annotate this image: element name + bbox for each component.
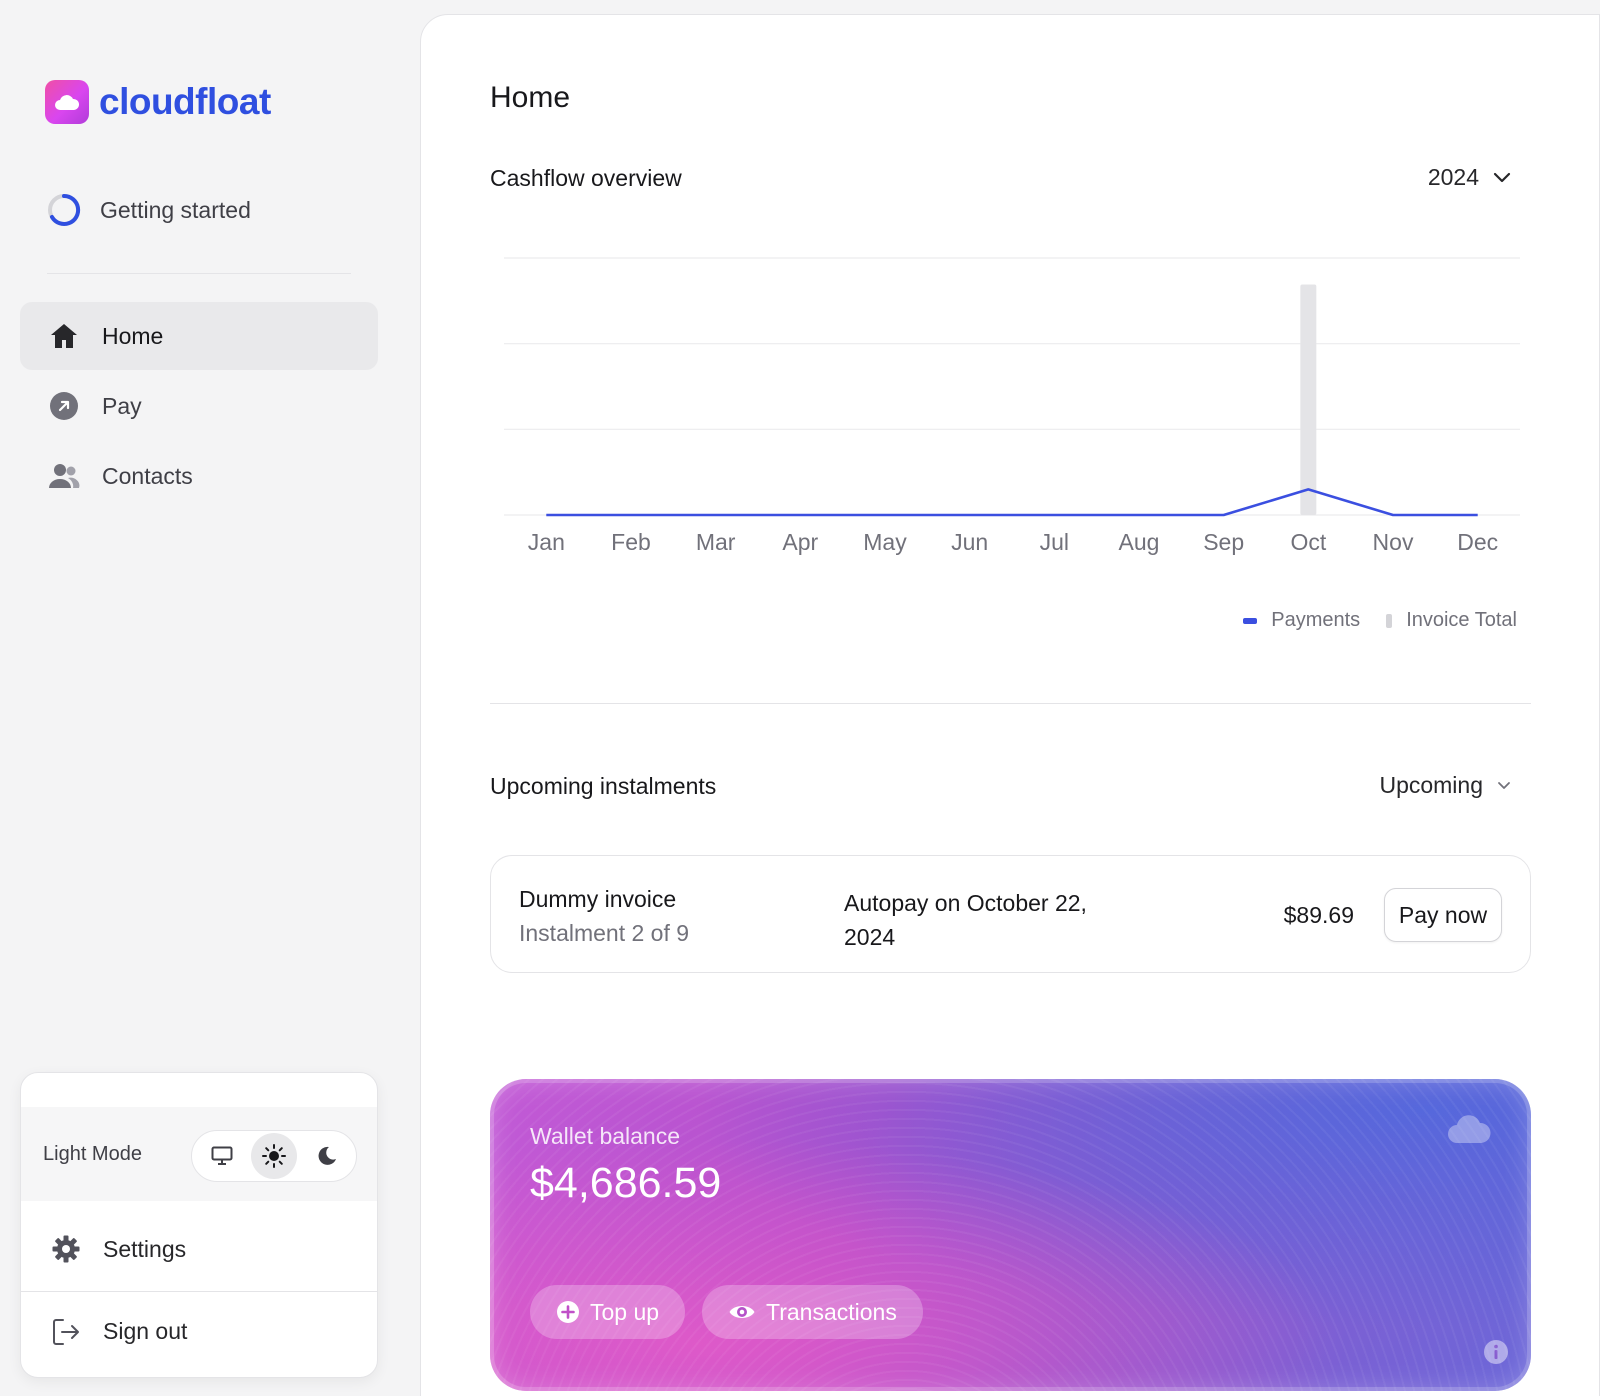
transactions-button[interactable]: Transactions: [702, 1285, 923, 1339]
theme-switch: [191, 1130, 357, 1182]
settings-label: Settings: [103, 1235, 187, 1262]
home-icon: [48, 320, 80, 352]
year-select-value: 2024: [1427, 164, 1479, 190]
x-tick-label: Feb: [611, 529, 651, 555]
instalment-count: Instalment 2 of 9: [519, 920, 690, 946]
instalments-title: Upcoming instalments: [490, 773, 717, 799]
theme-light-button[interactable]: [251, 1133, 297, 1179]
instalment-row[interactable]: Dummy invoice Instalment 2 of 9 Autopay …: [490, 855, 1531, 973]
cloud-icon: [1448, 1115, 1491, 1143]
x-tick-label: Sep: [1203, 529, 1244, 555]
eye-icon: [729, 1306, 755, 1318]
wallet-balance: $4,686.59: [530, 1159, 722, 1207]
sidebar-item-contacts[interactable]: Contacts: [20, 442, 378, 510]
chevron-down-icon: [1493, 172, 1511, 182]
arrow-up-right-circle-icon: [48, 390, 80, 422]
sun-icon: [262, 1144, 286, 1168]
legend-item-payments[interactable]: Payments: [1243, 609, 1360, 632]
chevron-down-icon: [1498, 781, 1510, 789]
progress-ring-icon: [48, 193, 81, 226]
getting-started-label: Getting started: [100, 196, 251, 223]
monitor-icon: [211, 1146, 233, 1165]
sign-out-icon: [53, 1318, 79, 1345]
page-title: Home: [490, 81, 571, 114]
moon-icon: [318, 1146, 336, 1165]
sidebar-divider: [47, 273, 351, 274]
cashflow-title: Cashflow overview: [490, 165, 682, 191]
info-icon[interactable]: [1483, 1339, 1509, 1365]
wallet-card: Wallet balance $4,686.59 Top up Transact…: [490, 1079, 1531, 1391]
sign-out-label: Sign out: [103, 1318, 188, 1344]
payments-line: [546, 488, 1478, 517]
invoice-total-bar: [1300, 284, 1317, 515]
cashflow-chart-svg: Jan Feb Mar Apr May Jun Jul Aug Sep Oct Nov Dec: [504, 257, 1520, 555]
sidebar-item-label: Home: [102, 322, 164, 349]
sign-out-button[interactable]: Sign out: [21, 1291, 377, 1371]
year-select[interactable]: 2024: [1428, 164, 1511, 191]
autopay-date: Autopay on October 22, 2024: [844, 890, 1087, 950]
theme-selector-row: Light Mode: [21, 1107, 377, 1201]
theme-label: Light Mode: [43, 1142, 142, 1165]
legend-label-payments: Payments: [1271, 609, 1361, 631]
main-content: Home Cashflow overview 2024 Jan Feb Mar Apr…: [420, 14, 1600, 1396]
top-up-label: Top up: [590, 1298, 660, 1325]
instalments-filter-select[interactable]: Upcoming: [1379, 772, 1511, 799]
x-tick-label: Apr: [782, 529, 818, 555]
sidebar-item-pay[interactable]: Pay: [20, 372, 378, 440]
x-tick-label: Oct: [1290, 529, 1326, 555]
chart-legend: Payments Invoice Total: [1243, 609, 1517, 632]
sidebar-nav: Home Pay Contacts: [20, 302, 378, 512]
users-icon: [48, 460, 80, 492]
x-tick-label: Aug: [1119, 529, 1160, 555]
legend-swatch-invoice-total: [1386, 613, 1393, 628]
legend-label-invoice-total: Invoice Total: [1406, 609, 1517, 631]
instalment-amount: $89.69: [1283, 902, 1354, 928]
sidebar-item-label: Pay: [102, 392, 142, 419]
transactions-label: Transactions: [766, 1298, 897, 1325]
getting-started-link[interactable]: Getting started: [46, 192, 251, 228]
x-tick-label: May: [863, 529, 907, 555]
x-tick-label: Mar: [696, 529, 736, 555]
brand-logo[interactable]: cloudfloat: [45, 80, 271, 124]
settings-button[interactable]: Settings: [21, 1209, 377, 1289]
brand-name: cloudfloat: [99, 81, 271, 122]
x-tick-label: Nov: [1373, 529, 1414, 555]
x-tick-label: Dec: [1457, 529, 1498, 555]
sidebar-item-home[interactable]: Home: [20, 302, 378, 370]
sidebar-item-label: Contacts: [102, 462, 193, 489]
section-divider: [490, 703, 1531, 704]
gear-icon: [52, 1235, 80, 1263]
pay-now-button[interactable]: Pay now: [1384, 888, 1502, 942]
sidebar: cloudfloat Getting started Home Pay Cont…: [0, 0, 400, 1396]
wallet-label: Wallet balance: [530, 1123, 681, 1149]
legend-swatch-payments: [1243, 617, 1258, 624]
theme-dark-button[interactable]: [303, 1133, 349, 1179]
cloud-logo-icon: [45, 80, 89, 124]
invoice-name: Dummy invoice: [519, 886, 677, 912]
legend-item-invoice-total[interactable]: Invoice Total: [1386, 609, 1517, 632]
instalments-filter-value: Upcoming: [1379, 772, 1483, 798]
top-up-button[interactable]: Top up: [530, 1285, 686, 1339]
account-menu: Light Mode: [20, 1072, 378, 1378]
x-tick-label: Jun: [951, 529, 988, 555]
cashflow-chart: Jan Feb Mar Apr May Jun Jul Aug Sep Oct Nov Dec: [490, 235, 1530, 595]
theme-system-button[interactable]: [199, 1133, 245, 1179]
x-tick-label: Jan: [528, 529, 565, 555]
plus-circle-icon: [557, 1301, 579, 1323]
x-tick-label: Jul: [1040, 529, 1069, 555]
